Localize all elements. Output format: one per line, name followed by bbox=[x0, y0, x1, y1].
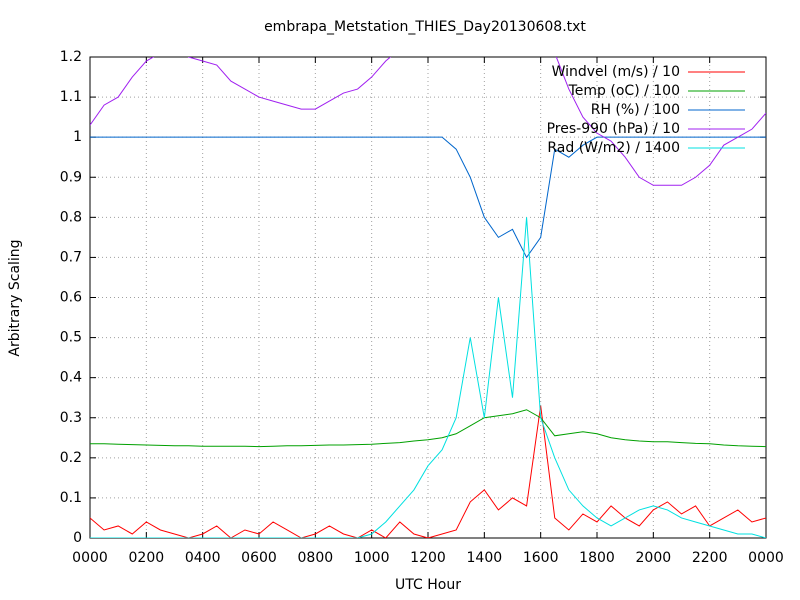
legend-label: RH (%) / 100 bbox=[591, 102, 680, 118]
series-line bbox=[90, 217, 766, 538]
series-line bbox=[90, 136, 766, 259]
x-tick-label: 1400 bbox=[467, 550, 503, 566]
y-tick-label: 0 bbox=[73, 530, 82, 546]
legend-label: Rad (W/m2) / 1400 bbox=[547, 140, 680, 156]
x-tick-label: 0800 bbox=[298, 550, 334, 566]
x-tick-label: 0000 bbox=[72, 550, 108, 566]
series-line bbox=[90, 405, 766, 538]
x-tick-label: 1800 bbox=[579, 550, 615, 566]
legend-label: Pres-990 (hPa) / 10 bbox=[547, 121, 680, 137]
x-axis-label: UTC Hour bbox=[395, 577, 461, 593]
y-tick-label: 1.2 bbox=[60, 49, 82, 65]
y-tick-label: 0.1 bbox=[60, 490, 82, 506]
y-tick-label: 0.3 bbox=[60, 410, 82, 426]
y-tick-label: 0.9 bbox=[60, 169, 82, 185]
x-tick-label: 1000 bbox=[354, 550, 390, 566]
x-tick-label: 0200 bbox=[129, 550, 165, 566]
legend-label: Temp (oC) / 100 bbox=[568, 83, 680, 99]
y-tick-label: 0.4 bbox=[60, 370, 82, 386]
x-tick-label: 0600 bbox=[241, 550, 277, 566]
legend-label: Windvel (m/s) / 10 bbox=[552, 64, 680, 80]
x-tick-label: 0400 bbox=[185, 550, 221, 566]
y-axis-label: Arbitrary Scaling bbox=[7, 239, 23, 356]
chart-title: embrapa_Metstation_THIES_Day20130608.txt bbox=[264, 19, 586, 35]
plot-area bbox=[90, 57, 766, 538]
x-tick-label: 2200 bbox=[692, 550, 728, 566]
series-line bbox=[90, 409, 766, 448]
y-tick-label: 0.2 bbox=[60, 450, 82, 466]
series-line bbox=[90, 57, 766, 186]
y-tick-label: 0.6 bbox=[60, 290, 82, 306]
y-tick-label: 1.1 bbox=[60, 89, 82, 105]
y-tick-label: 0.8 bbox=[60, 209, 82, 225]
y-tick-label: 0.5 bbox=[60, 330, 82, 346]
y-tick-label: 0.7 bbox=[60, 249, 82, 265]
y-tick-label: 1 bbox=[73, 129, 82, 145]
x-tick-label: 1200 bbox=[410, 550, 446, 566]
x-tick-label: 1600 bbox=[523, 550, 559, 566]
x-tick-label: 2000 bbox=[636, 550, 672, 566]
x-tick-label: 0000 bbox=[748, 550, 784, 566]
